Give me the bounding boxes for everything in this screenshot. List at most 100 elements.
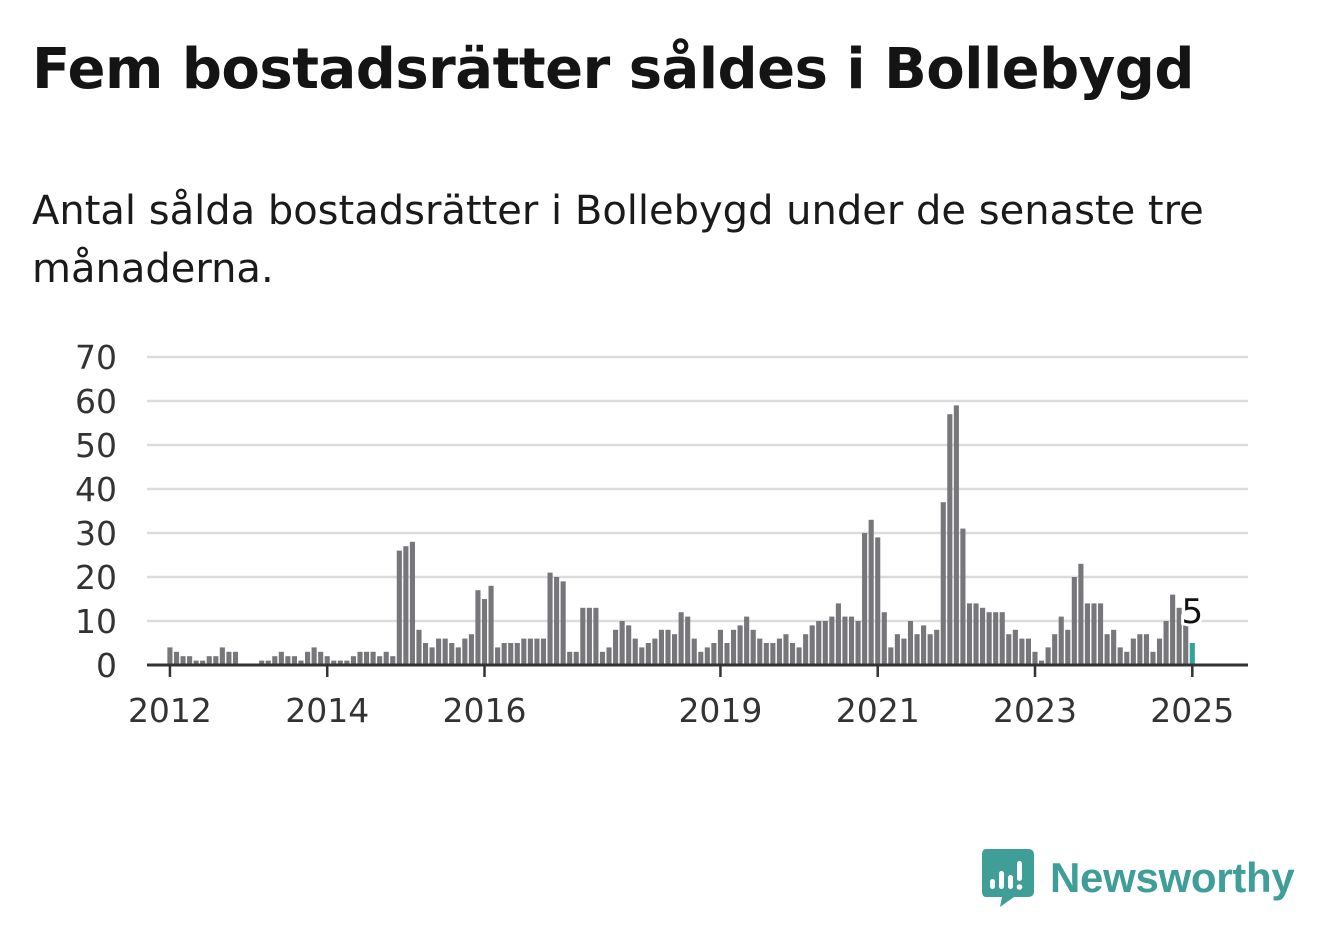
bar bbox=[934, 629, 940, 665]
bar bbox=[1084, 603, 1090, 665]
bar bbox=[357, 651, 363, 665]
bar bbox=[449, 643, 455, 665]
bar bbox=[855, 621, 861, 665]
bar bbox=[573, 651, 579, 665]
bar bbox=[783, 634, 789, 665]
bar bbox=[337, 660, 343, 665]
bar bbox=[442, 638, 448, 665]
bar bbox=[1143, 634, 1149, 665]
bar bbox=[265, 660, 271, 665]
bar bbox=[1006, 634, 1012, 665]
bar bbox=[422, 643, 429, 665]
bar bbox=[1137, 634, 1143, 665]
bar bbox=[770, 643, 776, 665]
newsworthy-logo: Newsworthy bbox=[980, 846, 1295, 910]
bar bbox=[1183, 625, 1189, 665]
bar bbox=[514, 643, 520, 665]
bar bbox=[416, 629, 422, 665]
bar bbox=[980, 607, 986, 665]
bar bbox=[455, 647, 461, 665]
bar bbox=[377, 656, 383, 665]
bar bbox=[901, 638, 907, 665]
bar bbox=[200, 660, 206, 665]
bar bbox=[1170, 594, 1176, 665]
bar bbox=[1065, 629, 1071, 665]
bar bbox=[1124, 651, 1130, 665]
bar bbox=[1032, 651, 1038, 665]
y-tick-label: 50 bbox=[75, 426, 117, 465]
bar bbox=[363, 651, 370, 665]
y-tick-label: 70 bbox=[75, 338, 117, 377]
bar bbox=[488, 585, 494, 665]
bar bbox=[639, 647, 645, 665]
bar bbox=[927, 634, 933, 665]
bar bbox=[232, 651, 239, 665]
bar bbox=[1091, 603, 1097, 665]
chart-title: Fem bostadsrätter såldes i Bollebygd bbox=[32, 37, 1194, 102]
bar bbox=[966, 603, 973, 665]
bar bbox=[396, 550, 402, 665]
chart-subtitle: Antal sålda bostadsrätter i Bollebygd un… bbox=[32, 188, 1204, 292]
x-axis: 2012 2014 2016 2019 2021 2023 2025 bbox=[128, 663, 1248, 730]
bar bbox=[724, 643, 730, 665]
x-tick-label: 2012 bbox=[128, 691, 212, 730]
bar bbox=[809, 625, 815, 665]
bar bbox=[527, 638, 533, 665]
bar bbox=[848, 616, 855, 665]
bar bbox=[704, 647, 710, 665]
bar bbox=[554, 577, 560, 665]
bar bbox=[658, 629, 665, 665]
bar bbox=[206, 656, 212, 665]
bar bbox=[278, 651, 284, 665]
bar bbox=[501, 643, 507, 665]
bar bbox=[875, 537, 881, 665]
bar bbox=[567, 651, 573, 665]
bar bbox=[672, 634, 678, 665]
bar bbox=[344, 660, 350, 665]
bar bbox=[652, 638, 658, 665]
y-tick-label: 30 bbox=[75, 514, 117, 553]
bar bbox=[1176, 607, 1182, 665]
bar bbox=[1012, 629, 1018, 665]
bar bbox=[921, 625, 927, 665]
bar bbox=[960, 528, 966, 665]
bar bbox=[626, 625, 632, 665]
bar bbox=[324, 656, 330, 665]
bars bbox=[167, 405, 1195, 665]
bar bbox=[822, 621, 828, 665]
bar bbox=[586, 607, 592, 665]
bar-highlight bbox=[1189, 643, 1195, 665]
bar bbox=[776, 638, 782, 665]
bar bbox=[645, 643, 651, 665]
y-tick-label: 20 bbox=[75, 558, 117, 597]
bar bbox=[973, 603, 979, 665]
bar bbox=[665, 629, 671, 665]
bar bbox=[305, 651, 311, 665]
x-tick-label: 2014 bbox=[285, 691, 369, 730]
bar bbox=[318, 651, 324, 665]
bar bbox=[1045, 647, 1051, 665]
bar bbox=[914, 634, 920, 665]
bar bbox=[311, 647, 317, 665]
bar bbox=[691, 638, 697, 665]
bar bbox=[481, 599, 488, 665]
bar bbox=[1111, 629, 1117, 665]
bar bbox=[868, 519, 874, 665]
annotations: 5 bbox=[1178, 589, 1206, 635]
bar bbox=[180, 656, 186, 665]
bar bbox=[540, 638, 547, 665]
bar bbox=[816, 621, 822, 665]
y-tick-label: 10 bbox=[75, 602, 117, 641]
highlight-value-label: 5 bbox=[1181, 592, 1203, 632]
bar bbox=[1071, 577, 1077, 665]
bar bbox=[1025, 638, 1032, 665]
bar bbox=[429, 647, 435, 665]
x-tick-label: 2023 bbox=[993, 691, 1077, 730]
bar bbox=[711, 643, 717, 665]
bar bbox=[730, 629, 737, 665]
bar bbox=[698, 651, 704, 665]
bar bbox=[298, 660, 304, 665]
bar bbox=[999, 612, 1005, 665]
bar bbox=[495, 647, 501, 665]
x-tick-label: 2016 bbox=[443, 691, 527, 730]
